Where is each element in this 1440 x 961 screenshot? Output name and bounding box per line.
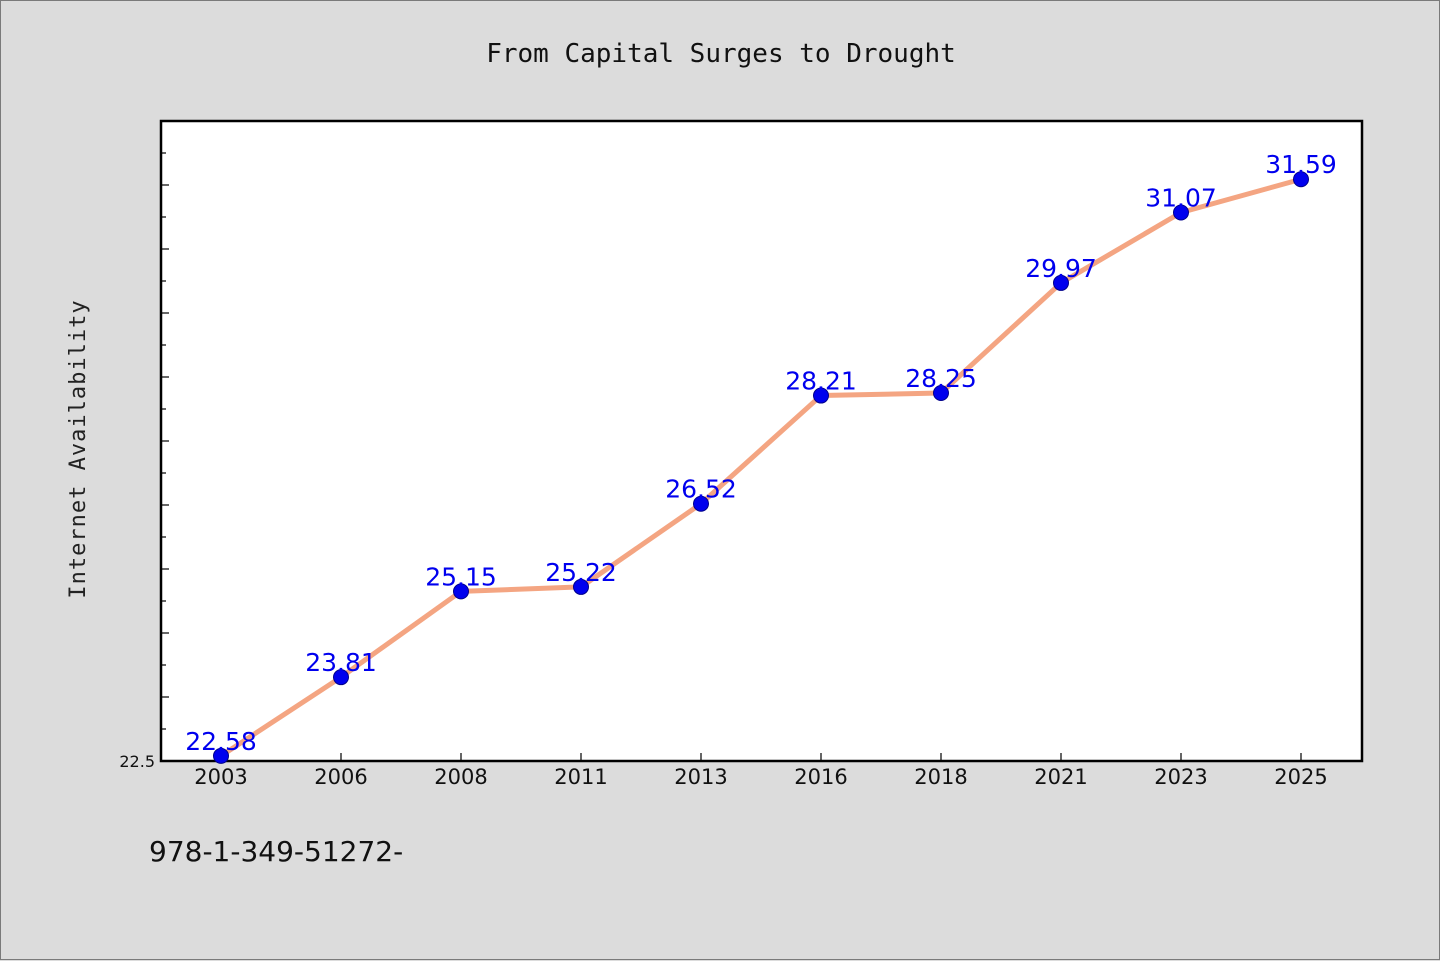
data-point (1293, 171, 1309, 188)
data-label: 22.58 (185, 727, 257, 756)
data-point (213, 747, 229, 764)
plot-area (159, 119, 1364, 763)
data-markers (213, 171, 1309, 764)
chart-title: From Capital Surges to Drought (486, 39, 956, 69)
series-line (218, 176, 1304, 759)
data-point (693, 495, 709, 512)
data-label: 26.52 (665, 475, 737, 504)
x-axis: 2003 2006 2008 2011 2013 2016 2018 2021 2023 2025 (194, 753, 1328, 789)
x-tick-label: 2003 (194, 765, 247, 789)
x-tick-label: 2023 (1154, 765, 1207, 789)
y-axis-ticks (161, 152, 169, 730)
data-label: 31.59 (1265, 150, 1337, 179)
footer-note: 978-1-349-51272- (149, 835, 404, 868)
data-label: 31.07 (1145, 184, 1217, 213)
data-label: 28.25 (905, 364, 977, 393)
data-point (333, 669, 349, 686)
data-label: 29.97 (1025, 254, 1097, 283)
data-label: 25.15 (425, 562, 497, 591)
y-axis-labels: 22.5 (119, 752, 155, 771)
x-tick-label: 2016 (794, 765, 847, 789)
x-tick-label: 2011 (554, 765, 607, 789)
x-tick-label: 2025 (1274, 765, 1327, 789)
x-tick-label: 2018 (914, 765, 967, 789)
data-point (813, 387, 829, 404)
y-tick-label: 22.5 (119, 752, 155, 771)
data-label: 25.22 (545, 558, 617, 587)
data-labels: 22.58 23.81 25.15 25.22 26.52 28.21 28.25 29.97… (185, 150, 1337, 756)
data-label: 23.81 (305, 648, 377, 677)
data-point (1173, 204, 1189, 221)
x-tick-label: 2006 (314, 765, 367, 789)
data-label: 28.21 (785, 367, 857, 396)
data-point (453, 583, 469, 600)
x-tick-label: 2021 (1034, 765, 1087, 789)
x-tick-label: 2008 (434, 765, 487, 789)
x-tick-label: 2013 (674, 765, 727, 789)
data-point (933, 385, 949, 401)
data-point (573, 578, 589, 595)
y-axis-label: Internet Availability (66, 299, 91, 598)
data-point (1053, 274, 1069, 291)
